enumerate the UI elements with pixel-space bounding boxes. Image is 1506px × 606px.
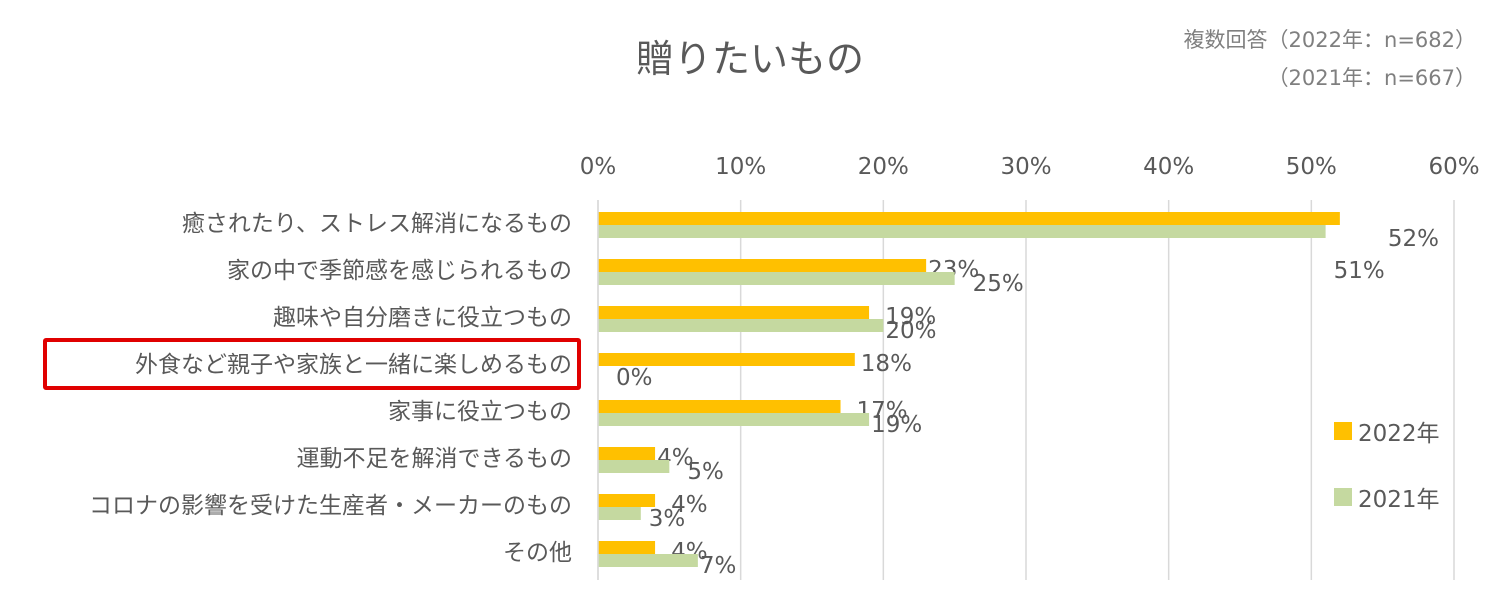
data-label: 20% [885, 318, 936, 344]
category-label: コロナの影響を受けた生産者・メーカーのもの [89, 493, 572, 519]
data-label: 19% [885, 304, 936, 330]
data-label: 0% [616, 365, 653, 391]
x-tick-label: 30% [1000, 154, 1051, 180]
x-tick-label: 20% [858, 154, 909, 180]
bar-2021年 [598, 507, 641, 520]
data-label: 18% [861, 351, 912, 377]
category-label: 趣味や自分磨きに役立つもの [273, 305, 572, 331]
category-label: 家の中で季節感を感じられるもの [227, 258, 572, 284]
legend-item-2022: 2022年 [1334, 414, 1440, 448]
legend-item-2021: 2021年 [1334, 480, 1440, 514]
x-tick-label: 60% [1428, 154, 1479, 180]
bar-2022年 [598, 353, 855, 366]
data-label: 52% [1388, 226, 1439, 252]
bar-2021年 [598, 225, 1326, 238]
data-label: 25% [973, 271, 1024, 297]
bar-2021年 [598, 413, 870, 426]
data-label: 51% [1334, 258, 1385, 284]
bar-2022年 [598, 212, 1340, 225]
legend-swatch-2022 [1334, 422, 1352, 440]
bar-2022年 [598, 259, 927, 272]
category-label: 運動不足を解消できるもの [296, 446, 572, 472]
bar-2021年 [598, 460, 670, 473]
data-label: 19% [871, 412, 922, 438]
x-tick-label: 10% [715, 154, 766, 180]
bar-2021年 [598, 272, 955, 285]
bar-2022年 [598, 306, 870, 319]
sample-size-note-2022: 複数回答（2022年：n=682） [1183, 28, 1476, 52]
data-label: 5% [687, 459, 724, 485]
highlight-box [43, 338, 581, 390]
data-label: 7% [700, 553, 737, 579]
category-label: その他 [503, 540, 572, 566]
bar-2022年 [598, 541, 656, 554]
bar-2021年 [598, 319, 884, 332]
x-tick-label: 50% [1286, 154, 1337, 180]
category-label: 癒されたり、ストレス解消になるもの [182, 211, 572, 237]
x-tick-label: 40% [1143, 154, 1194, 180]
category-label: 家事に役立つもの [388, 399, 572, 425]
legend-swatch-2021 [1334, 488, 1352, 506]
sample-size-note-2021: （2021年：n=667） [1267, 66, 1476, 90]
chart-title: 贈りたいもの [635, 37, 864, 81]
bar-2022年 [598, 400, 841, 413]
x-tick-label: 0% [580, 154, 617, 180]
legend-label-2021: 2021年 [1358, 487, 1440, 513]
bar-2021年 [598, 554, 698, 567]
category-label: 外食など親子や家族と一緒に楽しめるもの [135, 352, 572, 378]
bar-2022年 [598, 447, 656, 460]
bar-2022年 [598, 494, 656, 507]
legend-label-2022: 2022年 [1358, 421, 1440, 447]
data-label: 4% [671, 492, 708, 518]
data-label: 3% [649, 506, 686, 532]
